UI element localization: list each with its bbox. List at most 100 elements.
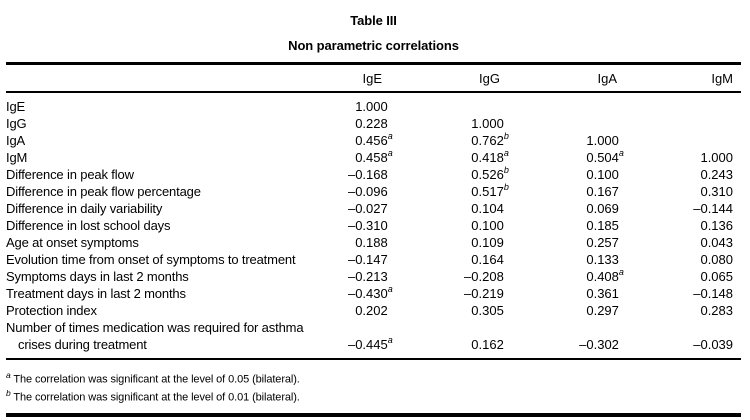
value-cell-value: –0.039 (693, 337, 734, 352)
column-header-ige-value: IgE (362, 70, 382, 86)
value-cell-value: 0.080 (700, 252, 734, 267)
value-cell-value: 0.257 (586, 235, 619, 250)
value-cell-value: 0.164 (471, 252, 504, 267)
value-cell: –0.302 (512, 336, 627, 353)
value-cell-value: 0.243 (700, 167, 734, 182)
table-body: IgE 1.000 IgG 0.228 1.000 IgA 0.456 a 0.762 b 1.00… (6, 93, 741, 358)
value-cell-value: –0.147 (347, 252, 388, 267)
value-cell: 0.202 (329, 302, 396, 319)
value-cell-significance-marker: b (503, 165, 509, 175)
value-cell-value: 0.458 (355, 150, 388, 165)
top-rule (6, 62, 741, 65)
value-cell: 0.065 (627, 268, 741, 285)
value-cell-significance-marker: a (618, 267, 624, 277)
footnote-text: The correlation was significant at the l… (10, 391, 300, 404)
value-cell: –0.148 (627, 285, 741, 302)
value-cell: –0.147 (329, 251, 396, 268)
value-cell-value: 0.104 (471, 201, 504, 216)
table-row: IgE 1.000 (6, 98, 741, 115)
value-cell: 0.100 (512, 166, 627, 183)
value-cell-value: 1.000 (355, 99, 388, 114)
value-cell: 0.243 (627, 166, 741, 183)
table-row: IgA 0.456 a 0.762 b 1.000 (6, 131, 741, 149)
value-cell-value: 0.065 (700, 269, 734, 284)
table-subtitle: Non parametric correlations (288, 38, 459, 53)
row-label: Age at onset symptoms (6, 235, 139, 250)
value-cell: 0.361 (512, 285, 627, 302)
value-cell-value: –0.302 (579, 337, 619, 352)
value-cell: 1.000 (329, 98, 396, 115)
header-bottom-rule (6, 91, 741, 93)
table-row: Age at onset symptoms 0.188 0.109 0.257 0.04… (6, 234, 741, 251)
value-cell: 1.000 (396, 115, 512, 132)
value-cell-value: –0.208 (464, 269, 504, 284)
column-header-igm: IgM (625, 71, 741, 86)
value-cell-value: 0.100 (471, 218, 504, 233)
value-cell-value: 0.162 (471, 337, 504, 352)
value-cell-value: 0.133 (586, 252, 619, 267)
table-row: Difference in daily variability –0.027 0.1… (6, 200, 741, 217)
footnote-text: The correlation was significant at the l… (10, 373, 300, 386)
value-cell: –0.430 a (329, 284, 396, 302)
row-label: IgE (6, 99, 26, 114)
value-cell: 0.456 a (329, 131, 396, 149)
value-cell-value: 0.100 (586, 167, 619, 182)
value-cell: 0.164 (396, 251, 512, 268)
value-cell: 0.136 (627, 217, 741, 234)
value-cell-value: 0.361 (586, 286, 619, 301)
value-cell-value: 1.000 (586, 133, 619, 148)
footnote-marker: b (6, 388, 11, 399)
value-cell: 0.080 (627, 251, 741, 268)
value-cell: 1.000 (627, 149, 741, 166)
table-row: IgG 0.228 1.000 (6, 115, 741, 132)
row-label: Difference in peak flow (6, 167, 134, 182)
value-cell-value: 0.228 (355, 116, 388, 131)
column-header-igm-value: IgM (711, 70, 733, 86)
value-cell: 0.408 a (512, 267, 627, 285)
table-row: Treatment days in last 2 months –0.430 a –0… (6, 284, 741, 302)
row-label: IgM (6, 150, 28, 165)
value-cell-value: 0.526 (471, 167, 504, 182)
value-cell: 1.000 (512, 132, 627, 149)
value-cell: 0.762 b (396, 131, 512, 149)
table-row: Evolution time from onset of symptoms to… (6, 251, 741, 268)
column-header-igg-value: IgG (479, 70, 500, 86)
table-row: Difference in peak flow –0.168 0.526 b 0.100… (6, 165, 741, 183)
value-cell-value: –0.096 (347, 184, 388, 199)
value-cell: 0.458 a (329, 148, 396, 166)
value-cell-significance-marker: b (503, 131, 509, 141)
value-cell-value: –0.027 (347, 201, 388, 216)
value-cell: 0.069 (512, 200, 627, 217)
value-cell: –0.208 (396, 268, 512, 285)
column-header-iga-value: IgA (597, 70, 617, 86)
value-cell-value: 0.418 (471, 150, 504, 165)
value-cell-value: 0.297 (586, 303, 619, 318)
value-cell-significance-marker: a (618, 148, 624, 158)
row-label: Evolution time from onset of symptoms to… (6, 252, 296, 267)
value-cell-significance-marker: a (503, 148, 509, 158)
row-label: IgG (6, 116, 27, 131)
value-cell-value: 1.000 (471, 116, 504, 131)
value-cell-value: –0.430 (347, 286, 388, 301)
value-cell-value: 0.136 (700, 218, 734, 233)
table-title: Table III (350, 13, 397, 28)
footnotes: a The correlation was significant at the… (6, 369, 741, 405)
bottom-rule (6, 413, 741, 418)
value-cell-significance-marker: a (387, 148, 393, 158)
value-cell: 0.109 (396, 234, 512, 251)
value-cell: –0.219 (396, 285, 512, 302)
value-cell: 0.162 (396, 336, 512, 353)
body-bottom-rule (6, 358, 741, 360)
row-label: Difference in peak flow percentage (6, 184, 201, 199)
value-cell: –0.310 (329, 217, 396, 234)
table-row: IgM 0.458 a 0.418 a 0.504 a 1.000 (6, 148, 741, 166)
value-cell: 0.305 (396, 302, 512, 319)
value-cell-value: –0.168 (347, 167, 388, 182)
value-cell: 0.283 (627, 302, 741, 319)
value-cell-significance-marker: a (387, 131, 393, 141)
value-cell: –0.168 (329, 166, 396, 183)
value-cell: 0.310 (627, 183, 741, 200)
row-label: Number of times medication was required … (6, 320, 304, 352)
value-cell-value: 0.167 (586, 184, 619, 199)
